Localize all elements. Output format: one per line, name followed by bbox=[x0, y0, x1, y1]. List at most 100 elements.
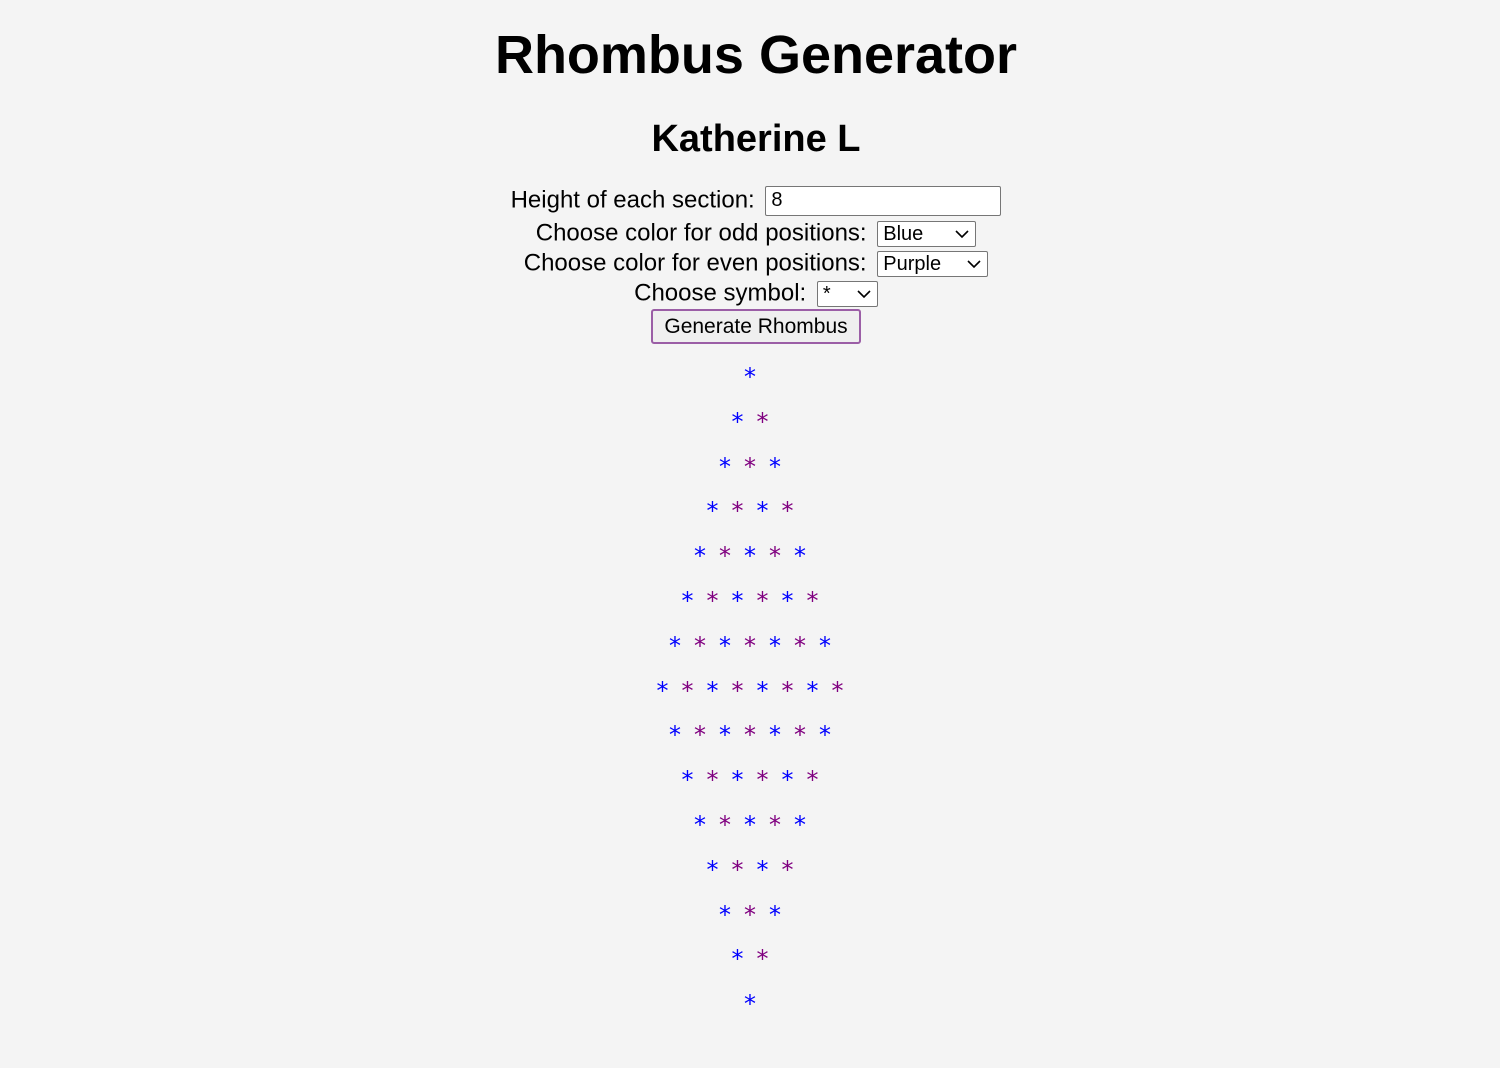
rhombus-symbol: * bbox=[680, 766, 695, 795]
rhombus-row: * * * * * * * bbox=[0, 713, 1500, 758]
symbol-select[interactable]: * bbox=[816, 280, 878, 307]
rhombus-symbol: * bbox=[742, 990, 758, 1019]
rhombus-symbol: * bbox=[692, 811, 708, 839]
rhombus-symbol: * bbox=[692, 542, 708, 571]
page-title: Rhombus Generator bbox=[494, 25, 1018, 85]
rhombus-symbol: * bbox=[755, 407, 770, 436]
rhombus-symbol: * bbox=[755, 497, 770, 526]
rhombus-symbol: * bbox=[717, 811, 733, 839]
rhombus-row: * * * bbox=[0, 445, 1500, 490]
rhombus-symbol: * bbox=[730, 676, 745, 705]
rhombus-symbol: * bbox=[667, 631, 683, 660]
rhombus-symbol: * bbox=[780, 587, 795, 615]
height-row: Height of each section: bbox=[0, 185, 1500, 216]
rhombus-symbol: * bbox=[767, 900, 783, 929]
rhombus-symbol: * bbox=[667, 721, 683, 750]
rhombus-symbol: * bbox=[730, 855, 745, 884]
odd-color-value: Blue bbox=[883, 222, 924, 245]
rhombus-symbol: * bbox=[730, 945, 745, 974]
symbol-value: * bbox=[822, 282, 831, 305]
rhombus-symbol: * bbox=[730, 407, 745, 436]
rhombus-symbol: * bbox=[730, 497, 745, 526]
height-input[interactable] bbox=[765, 185, 1002, 216]
rhombus-symbol: * bbox=[780, 497, 795, 526]
rhombus-symbol: * bbox=[780, 676, 795, 705]
rhombus-symbol: * bbox=[780, 766, 795, 795]
even-color-select[interactable]: Purple bbox=[877, 250, 989, 277]
chevron-down-icon bbox=[955, 230, 969, 238]
button-row: Generate Rhombus bbox=[0, 309, 1500, 344]
rhombus-symbol: * bbox=[705, 855, 720, 884]
rhombus-symbol: * bbox=[792, 631, 808, 660]
rhombus-row: * * * * * * bbox=[0, 758, 1500, 803]
chevron-down-icon bbox=[857, 290, 871, 298]
rhombus-symbol: * bbox=[805, 676, 820, 705]
rhombus-row: * * * bbox=[0, 893, 1500, 938]
rhombus-symbol: * bbox=[767, 542, 783, 571]
rhombus-symbol: * bbox=[742, 811, 758, 839]
rhombus-row: * * * * * * * * bbox=[0, 669, 1500, 714]
rhombus-row: * * * * * bbox=[0, 534, 1500, 579]
symbol-label: Choose symbol: bbox=[634, 279, 807, 307]
even-color-value: Purple bbox=[883, 252, 942, 275]
rhombus-symbol: * bbox=[792, 542, 808, 571]
rhombus-symbol: * bbox=[755, 945, 770, 974]
even-color-row: Choose color for even positions: Purple bbox=[0, 248, 1500, 279]
generate-rhombus-button[interactable]: Generate Rhombus bbox=[651, 309, 861, 344]
even-color-label: Choose color for even positions: bbox=[523, 249, 867, 277]
rhombus-row: * * bbox=[0, 400, 1500, 445]
rhombus-symbol: * bbox=[755, 676, 770, 705]
rhombus-symbol: * bbox=[742, 363, 758, 391]
rhombus-symbol: * bbox=[717, 900, 733, 929]
rhombus-symbol: * bbox=[780, 855, 795, 884]
rhombus-row: * * * * * * bbox=[0, 579, 1500, 624]
symbol-row: Choose symbol: * bbox=[0, 278, 1500, 309]
rhombus-symbol: * bbox=[705, 587, 720, 615]
rhombus-row: * * * * bbox=[0, 848, 1500, 893]
rhombus-symbol: * bbox=[705, 676, 720, 705]
rhombus-row: * bbox=[0, 982, 1500, 1027]
rhombus-symbol: * bbox=[767, 811, 783, 839]
rhombus-symbol: * bbox=[755, 587, 770, 615]
rhombus-row: * * bbox=[0, 937, 1500, 982]
rhombus-symbol: * bbox=[717, 721, 733, 750]
rhombus-row: * * * * bbox=[0, 489, 1500, 534]
rhombus-symbol: * bbox=[767, 452, 783, 481]
rhombus-symbol: * bbox=[705, 497, 720, 526]
author-name: Katherine L bbox=[651, 118, 861, 160]
rhombus-symbol: * bbox=[730, 587, 745, 615]
rhombus-symbol: * bbox=[767, 721, 783, 750]
rhombus-symbol: * bbox=[767, 631, 783, 660]
rhombus-symbol: * bbox=[755, 855, 770, 884]
rhombus-symbol: * bbox=[692, 631, 708, 660]
rhombus-symbol: * bbox=[742, 631, 758, 660]
rhombus-symbol: * bbox=[742, 721, 758, 750]
odd-color-select[interactable]: Blue bbox=[877, 220, 977, 247]
rhombus-symbol: * bbox=[717, 631, 733, 660]
rhombus-symbol: * bbox=[805, 766, 820, 795]
rhombus-symbol: * bbox=[792, 811, 808, 839]
rhombus-symbol: * bbox=[817, 721, 833, 750]
rhombus-symbol: * bbox=[717, 452, 733, 481]
rhombus-row: * bbox=[0, 355, 1500, 400]
rhombus-symbol: * bbox=[680, 587, 695, 615]
odd-color-row: Choose color for odd positions: Blue bbox=[0, 218, 1500, 249]
rhombus-symbol: * bbox=[742, 900, 758, 929]
rhombus-symbol: * bbox=[755, 766, 770, 795]
height-label: Height of each section: bbox=[510, 186, 755, 214]
rhombus-symbol: * bbox=[655, 676, 670, 705]
rhombus-symbol: * bbox=[792, 721, 808, 750]
rhombus-symbol: * bbox=[742, 542, 758, 571]
chevron-down-icon bbox=[967, 260, 981, 268]
rhombus-symbol: * bbox=[805, 587, 820, 615]
rhombus-symbol: * bbox=[830, 676, 845, 705]
rhombus-row: * * * * * * * bbox=[0, 624, 1500, 669]
rhombus-symbol: * bbox=[817, 631, 833, 660]
rhombus-symbol: * bbox=[705, 766, 720, 795]
rhombus-symbol: * bbox=[742, 452, 758, 481]
rhombus-symbol: * bbox=[717, 542, 733, 571]
rhombus-symbol: * bbox=[730, 766, 745, 795]
rhombus-symbol: * bbox=[680, 676, 695, 705]
rhombus-symbol: * bbox=[692, 721, 708, 750]
